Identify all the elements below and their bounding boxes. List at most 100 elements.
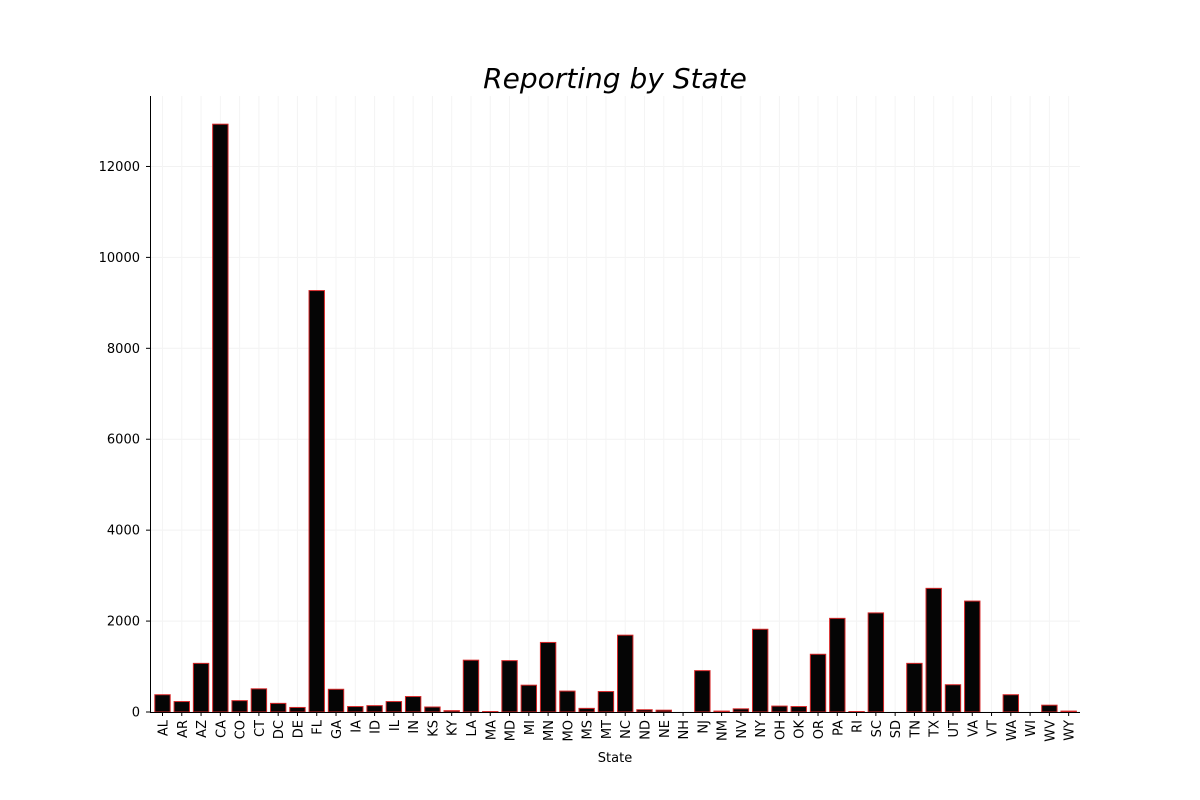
x-tick-label: ID [369, 720, 384, 734]
bar-ny [751, 628, 769, 713]
x-tick-label: ND [639, 720, 654, 740]
bar-mt [597, 691, 615, 713]
bar-la [462, 659, 480, 713]
bar-ok [790, 706, 807, 713]
x-tick-label: IA [349, 720, 364, 733]
bar-tn [906, 662, 923, 713]
bar-mo [559, 690, 576, 713]
x-tick-label: OR [812, 720, 827, 739]
bar-in [404, 696, 422, 713]
bar-ks [424, 706, 441, 713]
bar-dc [269, 702, 287, 713]
x-tick-label: WY [1063, 720, 1078, 741]
x-tick-label: SD [889, 720, 904, 738]
bar-or [809, 653, 827, 713]
bar-pa [829, 617, 846, 713]
bar-il [385, 701, 403, 713]
x-tick-label: MS [581, 720, 596, 739]
x-tick-label: DE [291, 720, 306, 738]
bar-nd [636, 709, 653, 713]
x-tick-label: OK [793, 720, 808, 739]
x-tick-label: TN [908, 720, 923, 739]
y-ticks: 0 2000 4000 6000 8000 10000 12000 [99, 160, 150, 721]
x-tick-label: MO [561, 720, 576, 741]
x-tick-label: MT [600, 720, 615, 739]
x-tick-label: LA [465, 720, 480, 737]
grid [150, 96, 1080, 713]
bar-va [964, 600, 981, 713]
x-tick-label: SC [870, 720, 885, 737]
x-tick-label: RI [851, 720, 866, 733]
x-tick-label: AZ [195, 720, 210, 738]
x-tick-label: TX [928, 720, 943, 738]
x-tick-label: UT [947, 720, 962, 738]
x-tick-label: NY [754, 720, 769, 738]
bar-wy [1060, 710, 1077, 713]
axes [150, 96, 1080, 713]
bar-wa [1002, 694, 1020, 713]
x-tick-label: KY [446, 720, 461, 736]
bar-al [154, 694, 171, 713]
bar-ne [655, 709, 672, 713]
x-tick-label: IL [388, 719, 403, 731]
bar-ga [327, 688, 345, 713]
bar-nc [617, 634, 634, 713]
x-tick-label: NJ [696, 720, 711, 734]
x-tick-label: WI [1024, 720, 1039, 737]
x-tick-label: WA [1005, 720, 1020, 741]
y-tick-label: 0 [132, 706, 140, 721]
x-tick-label: VA [966, 720, 981, 737]
x-ticks: AL AR AZ CA CO CT DC DE FL GA IA ID IL IN KS KY LA MA MD MI… [157, 712, 1078, 742]
x-tick-label: GA [330, 720, 345, 739]
bar-ar [173, 701, 190, 713]
x-tick-label: CT [253, 720, 268, 737]
bar-md [501, 660, 518, 713]
bar-ca [212, 123, 229, 713]
x-tick-label: KS [426, 720, 441, 737]
bar-tx [925, 587, 942, 713]
y-tick-label: 10000 [99, 251, 140, 266]
x-tick-label: AR [176, 720, 191, 738]
x-tick-label: NV [735, 720, 750, 739]
bar-de [289, 706, 306, 713]
y-tick-label: 12000 [99, 160, 140, 175]
bar-oh [771, 705, 788, 713]
x-tick-label: MA [484, 720, 499, 740]
x-tick-label: CO [234, 720, 249, 739]
x-tick-label: FL [311, 719, 326, 734]
bar-mn [539, 641, 557, 713]
x-tick-label: IN [407, 720, 422, 734]
bar-ia [347, 706, 364, 713]
bars [154, 123, 1077, 713]
x-tick-label: NH [677, 720, 692, 740]
x-tick-label: OH [773, 720, 788, 740]
bar-id [366, 705, 383, 713]
x-tick-label: VT [986, 720, 1001, 737]
chart-title: Reporting by State [483, 62, 747, 95]
bar-nj [694, 670, 711, 713]
x-tick-label: AL [157, 719, 172, 736]
x-axis-label: State [598, 751, 632, 766]
x-tick-label: CA [214, 720, 229, 738]
x-tick-label: DC [272, 720, 287, 739]
bar-co [231, 700, 248, 713]
y-tick-label: 6000 [107, 433, 140, 448]
x-tick-label: NC [619, 720, 634, 739]
y-tick-label: 8000 [107, 342, 140, 357]
bar-mi [520, 684, 538, 713]
y-tick-label: 4000 [107, 524, 140, 539]
bar-sc [867, 612, 885, 713]
bar-ky [443, 710, 460, 713]
x-tick-label: MI [523, 720, 538, 735]
x-tick-label: NM [716, 720, 731, 741]
bar-wv [1041, 704, 1058, 713]
x-tick-label: PA [831, 720, 846, 736]
x-tick-label: MN [542, 720, 557, 741]
bar-nm [713, 710, 730, 713]
bar-az [192, 662, 210, 713]
x-tick-label: MD [504, 720, 519, 741]
bar-ct [250, 688, 268, 713]
bar-ms [578, 707, 595, 713]
bar-ut [944, 684, 962, 713]
